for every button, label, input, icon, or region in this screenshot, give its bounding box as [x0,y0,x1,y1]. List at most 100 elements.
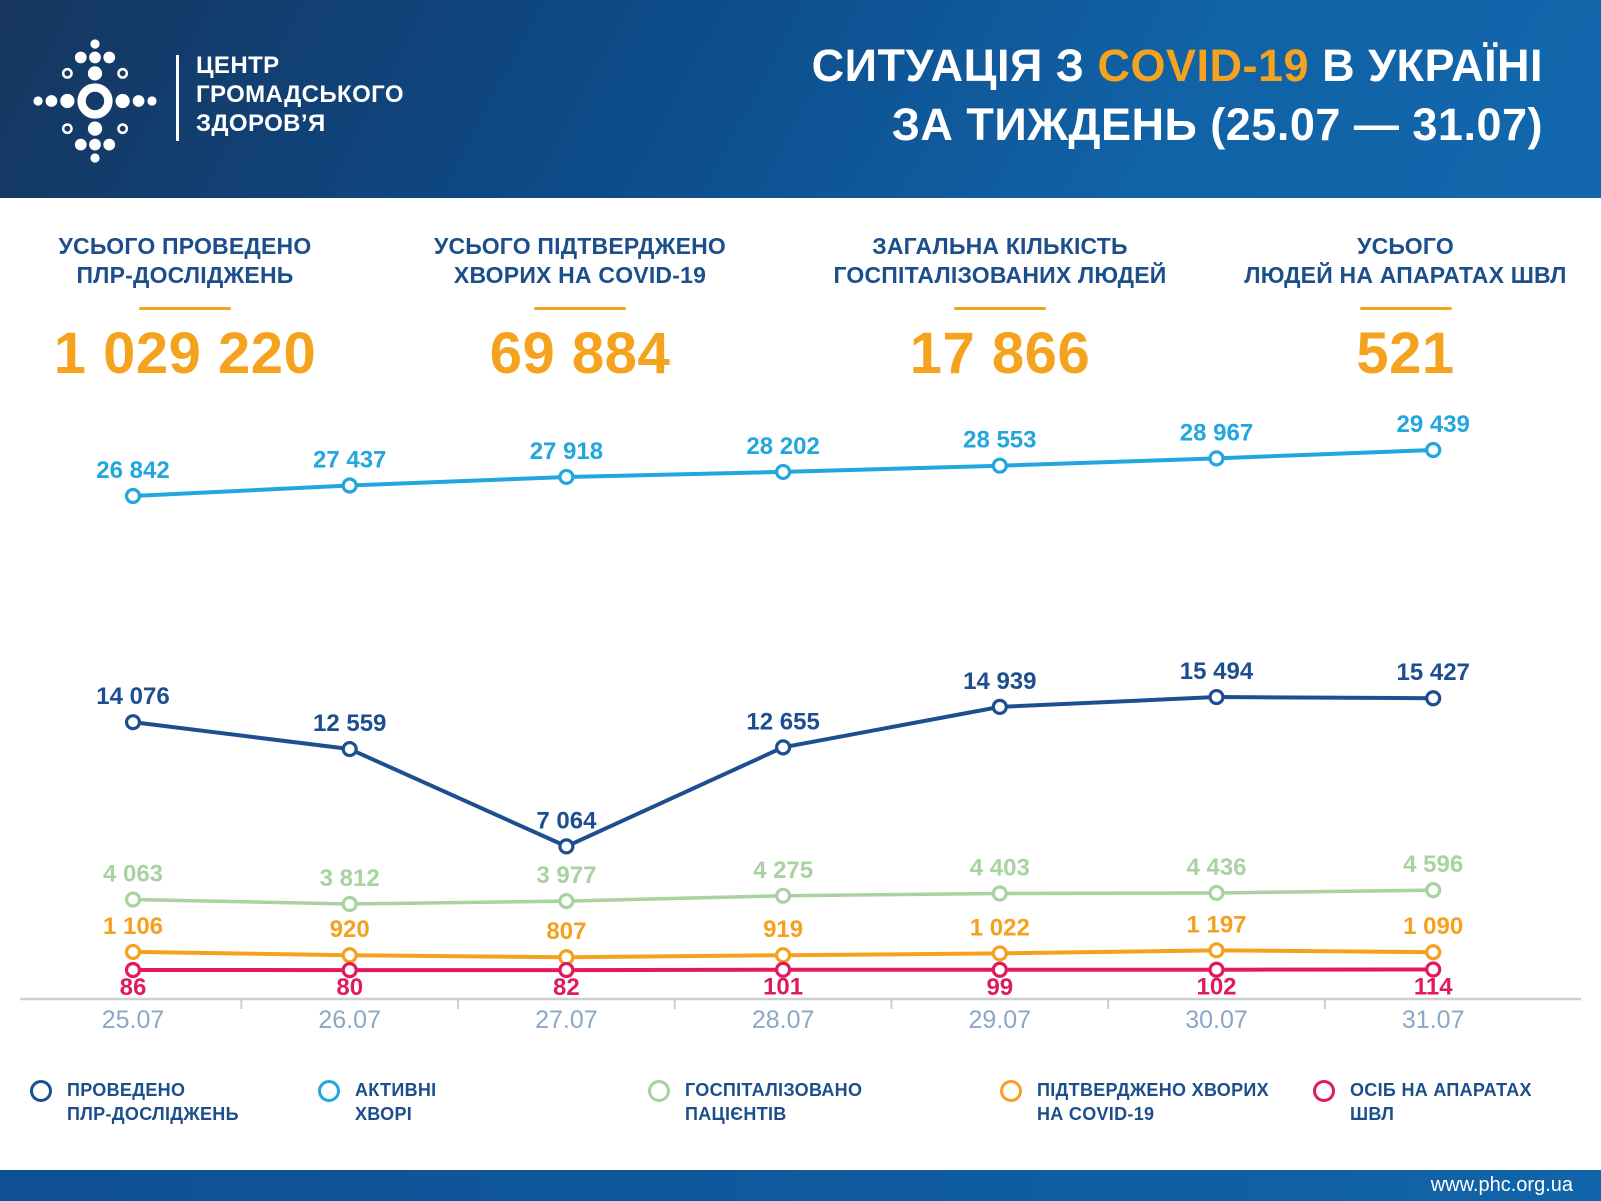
stat-label-line2: ПЛР-ДОСЛІДЖЕНЬ [76,262,294,288]
data-label: 1 022 [970,914,1030,941]
data-label: 80 [336,974,363,1001]
brand-line-2: ГРОМАДСЬКОГО [196,81,404,108]
stat-label-line1: УСЬОГО ПІДТВЕРДЖЕНО [433,233,727,259]
data-point [1425,441,1442,459]
data-point [341,895,358,913]
data-label: 3 977 [536,862,596,889]
stat-label: ЗАГАЛЬНА КІЛЬКІСТЬ ГОСПІТАЛІЗОВАНИХ ЛЮДЕ… [790,232,1210,290]
title-covid-highlight: COVID-19 [1097,40,1310,91]
data-label: 15 427 [1396,659,1469,686]
legend-label-line2: НА COVID-19 [1037,1104,1155,1124]
data-label: 14 076 [96,683,169,710]
data-point [341,740,358,758]
data-point [991,457,1008,474]
summary-stats: УСЬОГО ПРОВЕДЕНО ПЛР-ДОСЛІДЖЕНЬ 1 029 22… [0,232,1601,385]
data-label: 1 090 [1403,913,1463,940]
data-point [991,945,1008,962]
legend-label: ПРОВЕДЕНО ПЛР-ДОСЛІДЖЕНЬ [67,1078,239,1126]
brand-line-1: ЦЕНТР [196,52,280,79]
brand: ЦЕНТР ГРОМАДСЬКОГО ЗДОРОВ’Я [0,0,520,198]
data-point [1208,942,1225,959]
stat-label: УСЬОГО ПРОВЕДЕНО ПЛР-ДОСЛІДЖЕНЬ [0,232,370,290]
title-pre: СИТУАЦІЯ З [811,40,1098,91]
data-label: 101 [763,974,803,1001]
x-axis: 25.07 26.07 27.07 28.07 29.07 30.07 31.07 [20,997,1581,1034]
x-tick-label: 26.07 [318,1006,381,1034]
brand-line-3: ЗДОРОВ’Я [196,110,326,137]
stat-label: УСЬОГО ЛЮДЕЙ НА АПАРАТАХ ШВЛ [1210,232,1601,290]
stat-card-hospitalized-total: ЗАГАЛЬНА КІЛЬКІСТЬ ГОСПІТАЛІЗОВАНИХ ЛЮДЕ… [790,232,1210,385]
series-confirmed: 1 106 920 807 919 1 022 1 197 1 090 [103,911,1463,966]
stat-divider [534,307,626,310]
confirmed-series-swatch-icon [1000,1080,1022,1102]
phc-logo-icon [33,39,157,163]
stat-value: 17 866 [909,321,1091,386]
data-point [1425,882,1442,899]
stat-card-pcr-total: УСЬОГО ПРОВЕДЕНО ПЛР-ДОСЛІДЖЕНЬ 1 029 22… [0,232,370,385]
title-line-1: СИТУАЦІЯ З COVID-19 В УКРАЇНІ [812,36,1543,95]
data-label: 102 [1196,974,1236,1001]
legend-label: ПІДТВЕРДЖЕНО ХВОРИХ НА COVID-19 [1037,1078,1269,1126]
data-label: 28 202 [746,433,819,460]
data-point [774,739,792,756]
stat-card-ventilated-total: УСЬОГО ЛЮДЕЙ НА АПАРАТАХ ШВЛ 521 [1210,232,1601,385]
data-label: 26 842 [96,457,169,484]
data-point [991,698,1008,715]
data-point [774,887,792,904]
data-point [558,838,575,855]
legend-label-line1: ГОСПІТАЛІЗОВАНО [685,1080,863,1100]
legend-label-line2: ХВОРІ [355,1104,413,1124]
footer-url[interactable]: www.phc.org.ua [1430,1174,1573,1196]
data-point [558,961,575,979]
data-label: 4 063 [103,861,163,888]
data-point [341,477,358,494]
stat-divider [1359,307,1452,310]
data-label: 4 596 [1403,851,1463,878]
data-label: 1 197 [1186,911,1246,938]
x-tick-label: 29.07 [969,1006,1032,1034]
brand-divider [176,55,179,141]
x-tick-label: 30.07 [1185,1006,1248,1034]
header: ЦЕНТР ГРОМАДСЬКОГО ЗДОРОВ’Я СИТУАЦІЯ З C… [0,0,1601,198]
data-label: 1 106 [103,913,163,940]
data-label: 15 494 [1180,658,1254,685]
stat-value: 1 029 220 [53,321,317,386]
data-label: 14 939 [963,668,1036,695]
stat-label-line1: УСЬОГО [1357,233,1454,259]
data-point [558,949,575,966]
data-point [558,468,575,486]
stat-divider [954,307,1046,310]
data-point [774,947,792,964]
weekly-trend-chart: 25.07 26.07 27.07 28.07 29.07 30.07 31.07 14 07… [20,411,1581,1034]
data-point [774,961,792,978]
stat-label-line2: ГОСПІТАЛІЗОВАНИХ ЛЮДЕЙ [833,262,1167,288]
data-point [774,463,792,481]
ventilated-series-swatch-icon [1313,1080,1335,1102]
brand-name: ЦЕНТР ГРОМАДСЬКОГО ЗДОРОВ’Я [196,51,404,138]
legend-item-ventilated: ОСІБ НА АПАРАТАХ ШВЛ [1313,1078,1532,1126]
data-point [1425,961,1442,978]
data-point [1208,450,1225,467]
active-series-swatch-icon [318,1080,340,1102]
data-point [1425,690,1442,707]
stat-label: УСЬОГО ПІДТВЕРДЖЕНО ХВОРИХ НА COVID-19 [370,232,790,290]
legend-item-pcr-tests: ПРОВЕДЕНО ПЛР-ДОСЛІДЖЕНЬ [30,1078,239,1126]
x-tick-label: 27.07 [535,1006,598,1034]
data-label: 114 [1414,974,1453,1001]
data-label: 82 [553,974,580,1001]
data-label: 3 812 [320,865,380,892]
data-label: 4 403 [970,855,1030,882]
x-tick-label: 28.07 [752,1006,815,1034]
stat-card-confirmed-total: УСЬОГО ПІДТВЕРДЖЕНО ХВОРИХ НА COVID-19 6… [370,232,790,385]
series-hospitalized: 4 063 3 812 3 977 4 275 4 403 4 436 4 596 [103,851,1463,913]
data-point [124,943,142,961]
data-label: 7 064 [536,807,597,834]
pcr-series-swatch-icon [30,1080,52,1102]
data-label: 919 [763,916,803,943]
legend-item-confirmed: ПІДТВЕРДЖЕНО ХВОРИХ НА COVID-19 [1000,1078,1269,1126]
data-point [991,885,1008,902]
data-label: 28 553 [963,427,1036,454]
stat-value: 521 [1356,321,1455,386]
data-point [1208,884,1225,902]
legend-label-line2: ПЛР-ДОСЛІДЖЕНЬ [67,1104,239,1124]
